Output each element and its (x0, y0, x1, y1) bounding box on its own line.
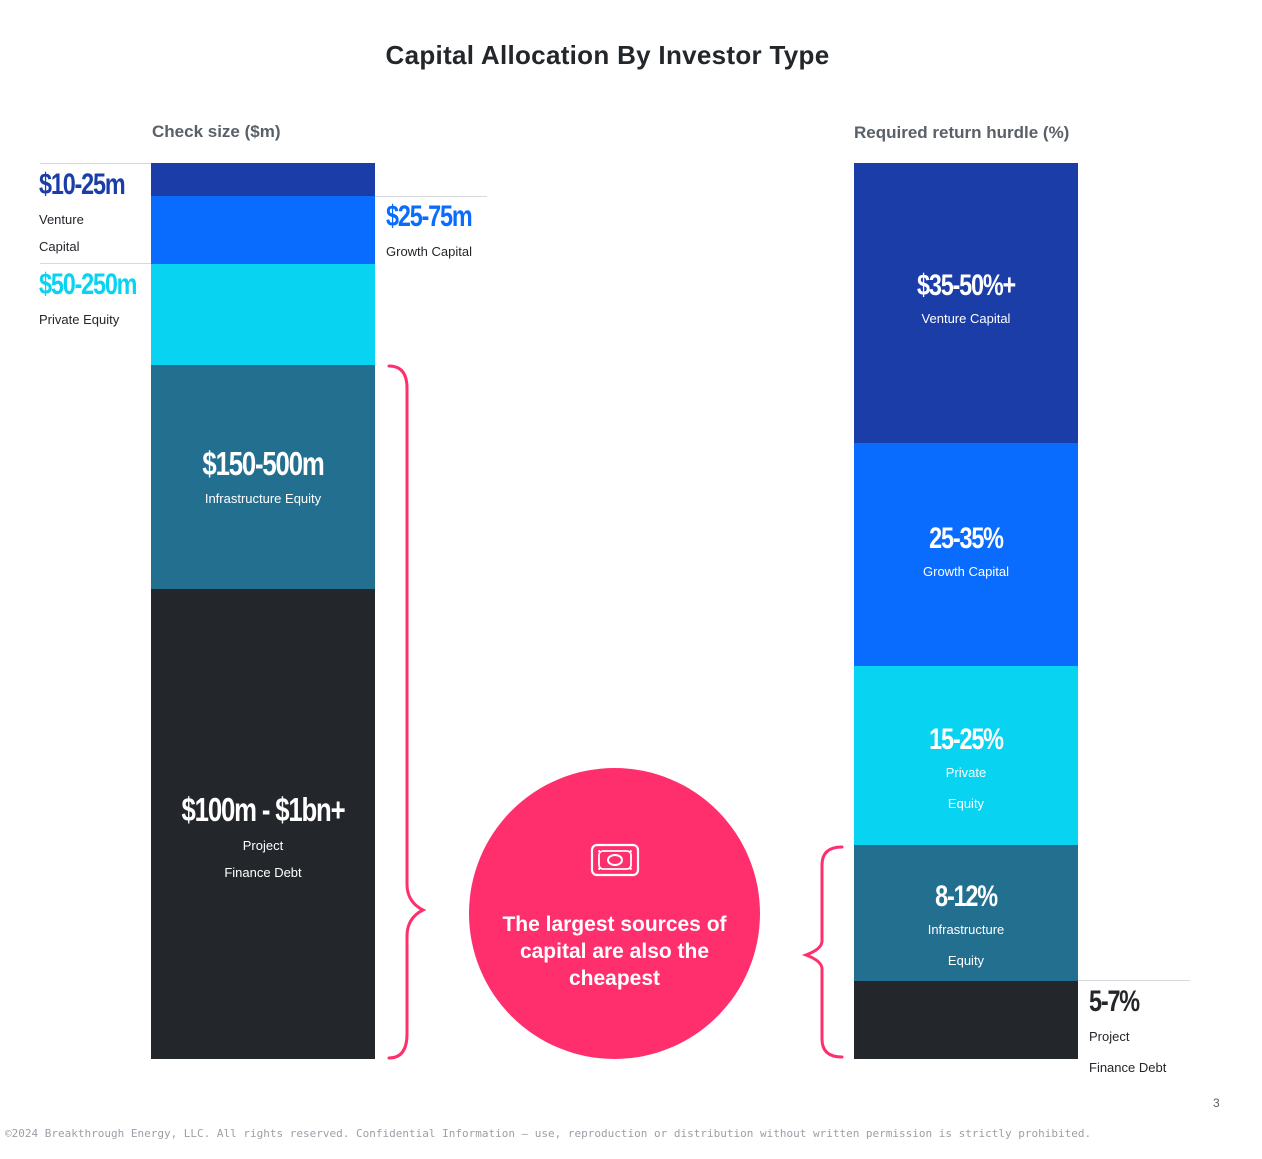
return-bar-project-finance (854, 981, 1078, 1059)
check-name-project-finance-1: Project (242, 838, 284, 853)
return-name-private-equity-1: Private (945, 765, 987, 780)
callout-text: The largest sources of capital are also … (502, 913, 727, 990)
project-finance-rule (1078, 980, 1190, 981)
right-brace (801, 845, 844, 1059)
return-bar-private-equity: 15-25% Private Equity (854, 666, 1078, 845)
footer-copyright: ©2024 Breakthrough Energy, LLC. All righ… (5, 1127, 1092, 1140)
check-name-infrastructure: Infrastructure Equity (204, 491, 322, 506)
return-name-project-finance-1: Project (1089, 1029, 1130, 1044)
money-bill-icon (590, 843, 640, 877)
return-bar-venture: $35-50%+ Venture Capital (854, 163, 1078, 443)
callout-circle: The largest sources of capital are also … (469, 768, 760, 1059)
left-brace (387, 364, 427, 1060)
return-label-project-finance: 5-7% (1089, 985, 1140, 1018)
check-label-venture: $10-25m (39, 168, 126, 201)
check-label-project-finance: $100m - $1bn+ (181, 791, 346, 828)
return-name-venture: Venture Capital (921, 311, 1011, 326)
page-number: 3 (1213, 1096, 1220, 1110)
check-bar-project-finance: $100m - $1bn+ Project Finance Debt (151, 589, 375, 1059)
return-name-project-finance-2: Finance Debt (1089, 1060, 1167, 1075)
check-label-infrastructure: $150-500m (202, 445, 324, 482)
return-label-infrastructure: 8-12% (935, 880, 998, 913)
check-bar-growth (151, 196, 375, 264)
check-name-venture-1: Venture (39, 212, 84, 227)
return-label-growth: 25-35% (929, 522, 1004, 555)
return-name-infrastructure-1: Infrastructure (927, 922, 1005, 937)
check-bar-private-equity (151, 264, 375, 365)
return-name-private-equity-2: Equity (947, 796, 985, 811)
return-name-growth: Growth Capital (923, 564, 1009, 579)
return-label-venture: $35-50%+ (917, 269, 1016, 302)
check-name-private-equity: Private Equity (39, 312, 120, 327)
return-hurdle-header: Required return hurdle (%) (854, 123, 1070, 142)
check-label-private-equity: $50-250m (39, 268, 137, 301)
return-name-infrastructure-2: Equity (947, 953, 985, 968)
private-equity-rule (40, 263, 151, 264)
check-name-growth: Growth Capital (386, 244, 472, 259)
venture-rule (40, 163, 151, 164)
return-label-private-equity: 15-25% (929, 723, 1004, 756)
growth-rule (375, 196, 487, 197)
check-name-venture-2: Capital (39, 239, 80, 254)
page-title: Capital Allocation By Investor Type (385, 40, 830, 70)
check-size-header: Check size ($m) (152, 122, 281, 141)
return-bar-growth: 25-35% Growth Capital (854, 443, 1078, 666)
check-bar-venture (151, 163, 375, 196)
return-bar-infrastructure: 8-12% Infrastructure Equity (854, 845, 1078, 981)
check-name-project-finance-2: Finance Debt (224, 865, 302, 880)
check-label-growth: $25-75m (386, 200, 473, 233)
check-bar-infrastructure: $150-500m Infrastructure Equity (151, 365, 375, 589)
